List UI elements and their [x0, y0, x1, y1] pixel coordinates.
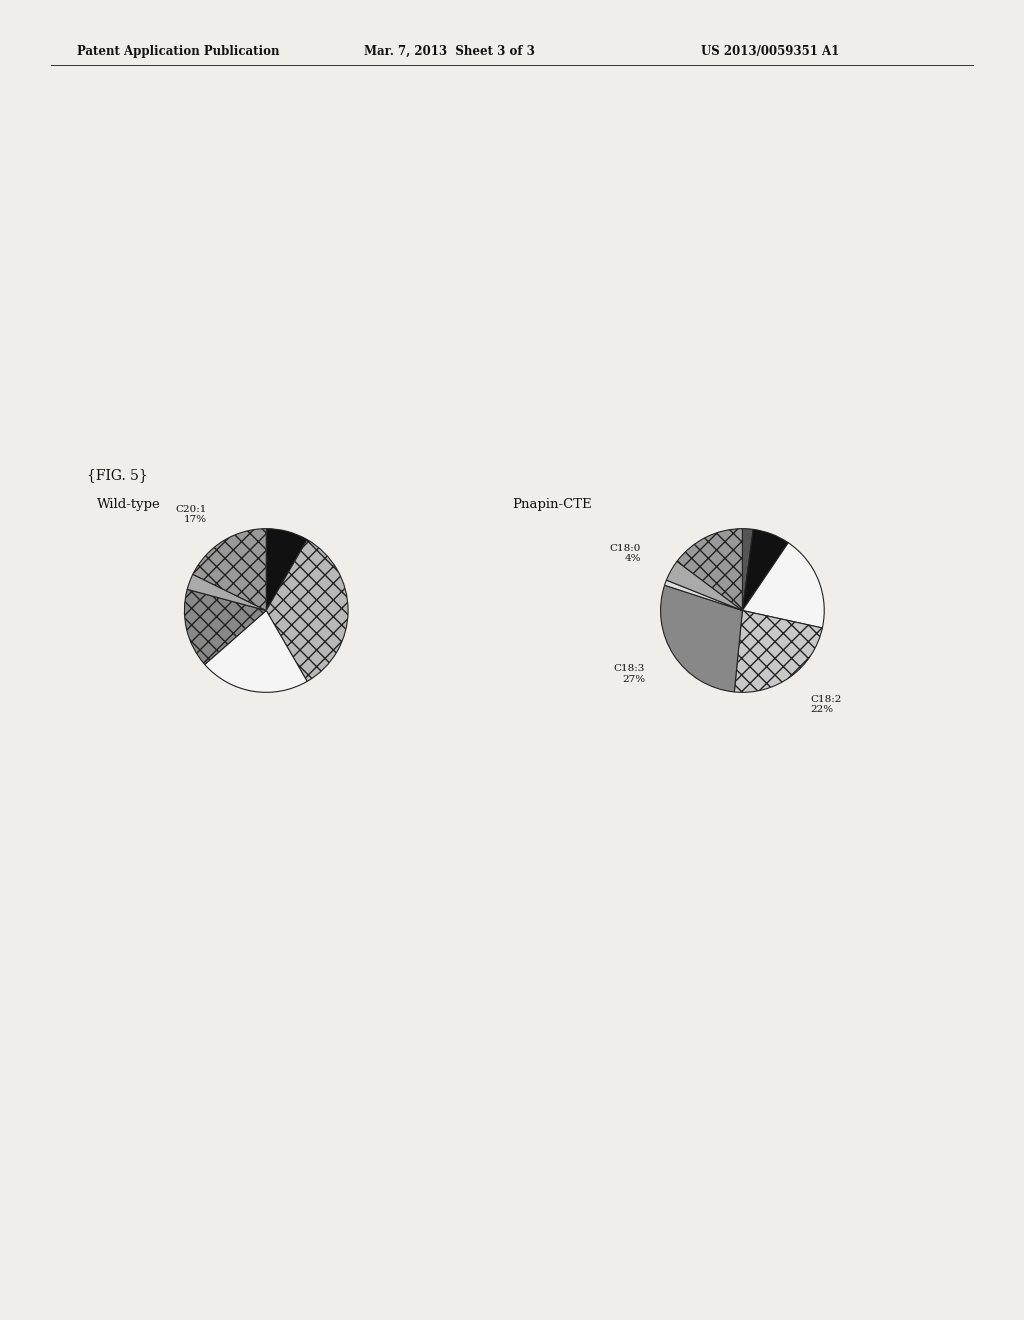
Wedge shape — [734, 610, 822, 692]
Wedge shape — [742, 543, 824, 628]
Wedge shape — [660, 585, 742, 692]
Text: Mar. 7, 2013  Sheet 3 of 3: Mar. 7, 2013 Sheet 3 of 3 — [364, 45, 535, 58]
Text: C18:0
4%: C18:0 4% — [609, 544, 641, 564]
Text: {FIG. 5}: {FIG. 5} — [87, 469, 147, 483]
Wedge shape — [205, 610, 307, 692]
Text: C18:2
22%: C18:2 22% — [811, 694, 842, 714]
Text: C18:3
27%: C18:3 27% — [613, 664, 645, 684]
Text: US 2013/0059351 A1: US 2013/0059351 A1 — [701, 45, 840, 58]
Wedge shape — [187, 574, 266, 610]
Wedge shape — [266, 540, 348, 681]
Text: Wild-type: Wild-type — [97, 498, 161, 511]
Text: C20:1
17%: C20:1 17% — [175, 504, 207, 524]
Wedge shape — [193, 529, 266, 610]
Wedge shape — [266, 529, 307, 610]
Wedge shape — [665, 579, 742, 610]
Wedge shape — [742, 529, 788, 610]
Wedge shape — [667, 561, 742, 610]
Text: Patent Application Publication: Patent Application Publication — [77, 45, 280, 58]
Wedge shape — [184, 589, 266, 664]
Wedge shape — [677, 529, 742, 610]
Text: Pnapin-CTE: Pnapin-CTE — [512, 498, 592, 511]
Wedge shape — [742, 529, 754, 610]
